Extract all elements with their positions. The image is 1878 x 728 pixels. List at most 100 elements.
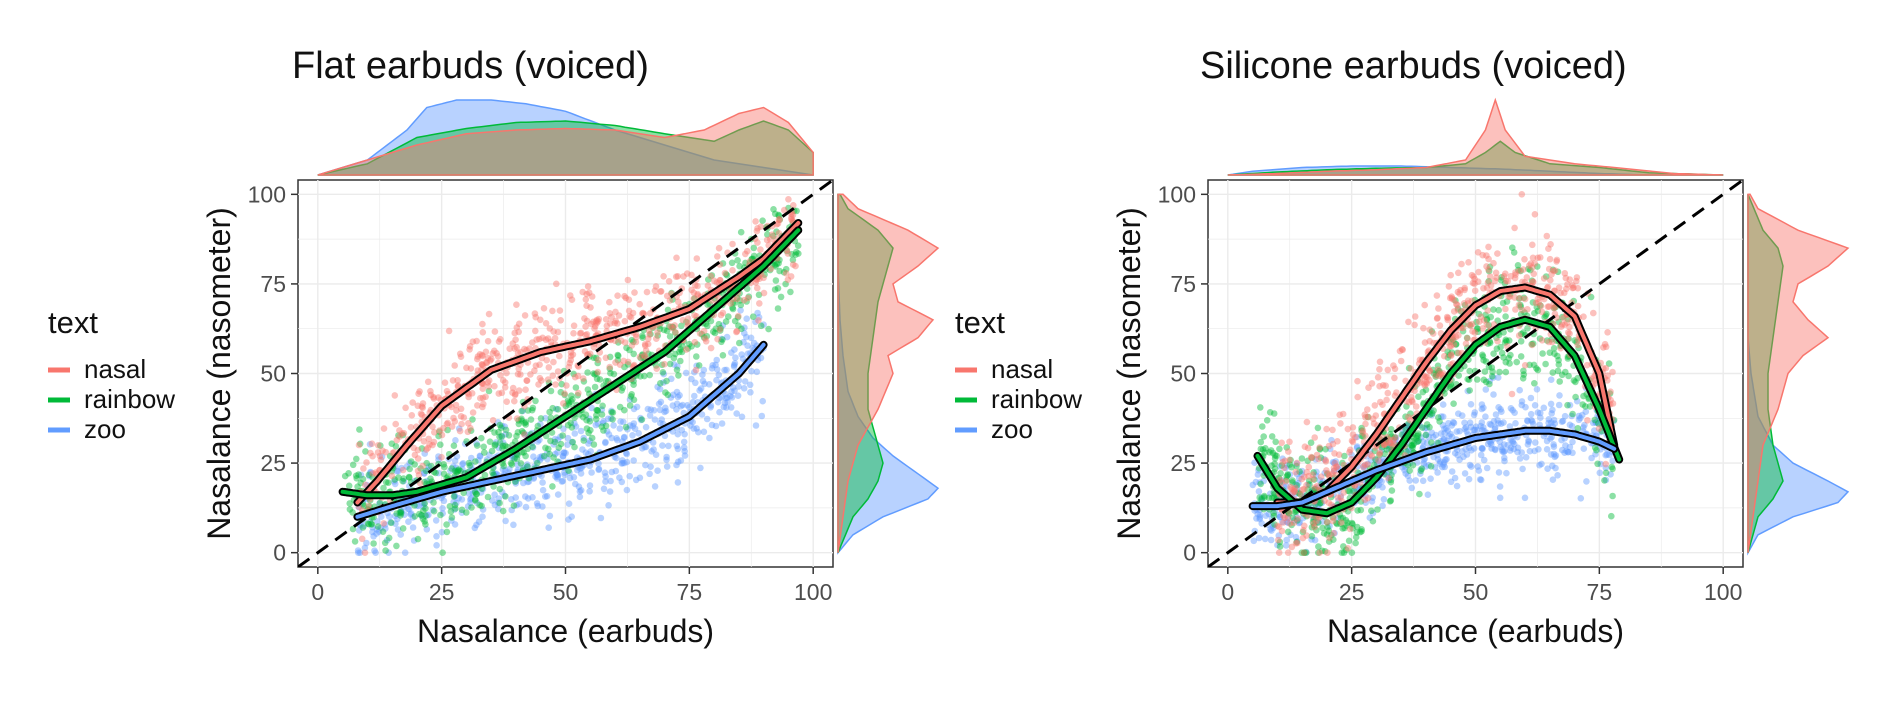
point-zoo (1320, 456, 1328, 463)
point-nasal (523, 346, 530, 354)
point-nasal (757, 223, 765, 230)
point-rainbow (1463, 334, 1471, 342)
point-zoo (1313, 472, 1320, 480)
point-rainbow (637, 354, 645, 362)
point-zoo (1559, 417, 1567, 425)
point-nasal (1298, 475, 1305, 483)
point-nasal (427, 387, 434, 395)
point-rainbow (1432, 373, 1440, 381)
point-rainbow (550, 454, 557, 461)
point-rainbow (1266, 409, 1274, 416)
point-nasal (784, 250, 792, 257)
point-nasal (537, 316, 544, 324)
point-nasal (1390, 436, 1397, 444)
point-zoo (1551, 453, 1559, 461)
point-nasal (667, 323, 674, 330)
point-zoo (1441, 463, 1448, 471)
point-nasal (1324, 549, 1331, 556)
point-rainbow (520, 429, 527, 437)
point-zoo (630, 457, 637, 464)
point-rainbow (1426, 411, 1434, 418)
point-nasal (1530, 278, 1537, 286)
point-zoo (413, 502, 421, 509)
point-rainbow (1573, 338, 1580, 346)
point-zoo (598, 406, 606, 414)
point-zoo (407, 511, 414, 518)
point-zoo (1478, 419, 1486, 426)
point-nasal (484, 337, 492, 345)
point-nasal (581, 348, 589, 355)
point-nasal (1474, 249, 1482, 256)
point-zoo (1406, 477, 1413, 484)
point-nasal (1297, 491, 1305, 498)
point-rainbow (354, 483, 361, 491)
point-zoo (602, 473, 609, 480)
point-rainbow (1549, 369, 1557, 376)
point-rainbow (1259, 446, 1267, 453)
point-rainbow (381, 539, 389, 547)
point-zoo (1522, 454, 1530, 461)
point-zoo (1552, 464, 1559, 472)
point-rainbow (1466, 367, 1473, 375)
point-nasal (641, 341, 649, 348)
point-rainbow (1531, 380, 1538, 387)
point-nasal (788, 214, 795, 221)
point-zoo (1506, 447, 1514, 454)
point-nasal (774, 220, 782, 227)
point-nasal (1561, 321, 1568, 329)
point-rainbow (1276, 543, 1284, 550)
point-nasal (1337, 519, 1345, 526)
point-zoo (703, 415, 711, 423)
point-rainbow (678, 322, 685, 330)
point-nasal (1364, 406, 1371, 413)
point-zoo (1471, 409, 1479, 416)
point-rainbow (1368, 507, 1375, 515)
point-rainbow (569, 438, 576, 446)
point-rainbow (422, 505, 429, 512)
point-zoo (1318, 499, 1326, 507)
point-nasal (493, 350, 500, 357)
point-zoo (1602, 476, 1610, 484)
point-nasal (1346, 525, 1354, 533)
point-nasal (1344, 545, 1352, 552)
point-zoo (451, 492, 459, 500)
point-zoo (573, 466, 581, 474)
point-rainbow (1534, 263, 1541, 270)
point-rainbow (395, 432, 402, 439)
point-rainbow (621, 363, 628, 371)
point-rainbow (473, 490, 480, 498)
point-rainbow (1572, 393, 1579, 401)
point-zoo (377, 524, 385, 532)
point-zoo (1491, 424, 1499, 431)
point-zoo (661, 408, 668, 416)
point-zoo (723, 333, 731, 341)
point-nasal (1396, 347, 1404, 355)
point-nasal (361, 549, 369, 556)
point-rainbow (1415, 393, 1422, 401)
point-rainbow (1348, 519, 1356, 527)
point-zoo (747, 334, 755, 342)
density-x-rainbow (317, 120, 814, 176)
point-zoo (676, 392, 683, 399)
point-nasal (644, 340, 652, 348)
point-rainbow (719, 336, 726, 343)
point-rainbow (1500, 329, 1507, 336)
point-nasal (1334, 494, 1342, 501)
point-nasal (1334, 438, 1341, 445)
point-zoo (1442, 456, 1449, 464)
point-zoo (1361, 465, 1368, 472)
point-zoo (721, 399, 729, 407)
point-nasal (1600, 344, 1607, 351)
point-nasal (602, 316, 610, 323)
x-tick-label: 25 (1339, 579, 1365, 605)
point-nasal (1402, 377, 1409, 385)
point-rainbow (1270, 410, 1278, 417)
point-zoo (1527, 394, 1535, 402)
point-nasal (624, 358, 632, 366)
point-nasal (590, 318, 597, 326)
point-nasal (448, 423, 456, 430)
point-nasal (570, 330, 577, 337)
panel-flat-earbuds: Flat earbuds (voiced)0 25 50 75 100025507510… (48, 45, 940, 649)
point-nasal (1574, 341, 1581, 349)
point-rainbow (1483, 316, 1491, 324)
